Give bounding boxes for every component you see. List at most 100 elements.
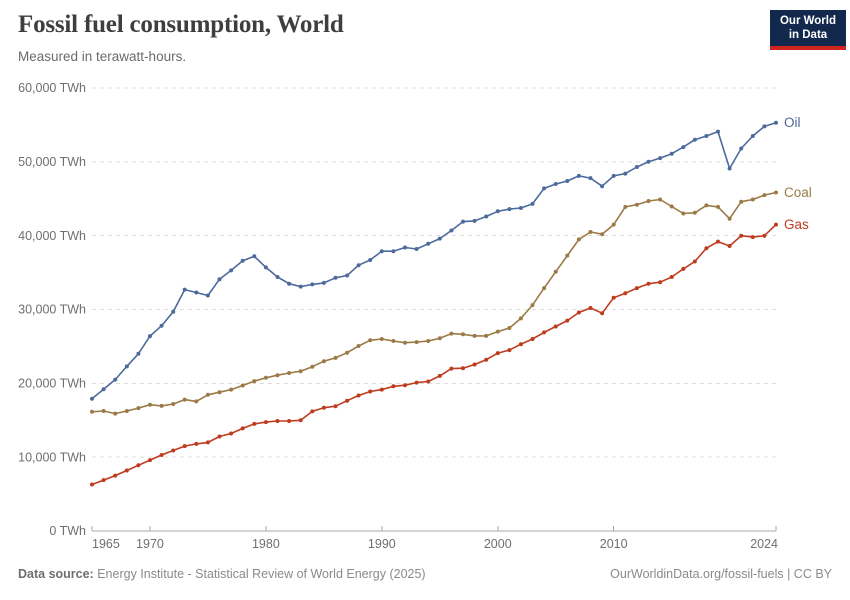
- oil-data-point[interactable]: [716, 129, 720, 134]
- coal-data-point[interactable]: [240, 383, 245, 388]
- oil-data-point[interactable]: [124, 364, 129, 369]
- coal-data-point[interactable]: [542, 286, 547, 291]
- coal-data-point[interactable]: [461, 332, 465, 337]
- coal-data-point[interactable]: [101, 409, 106, 413]
- oil-data-point[interactable]: [298, 284, 303, 289]
- coal-data-point[interactable]: [345, 350, 350, 355]
- coal-data-point[interactable]: [171, 402, 176, 406]
- coal-data-point[interactable]: [287, 371, 292, 375]
- gas-data-point[interactable]: [229, 431, 234, 436]
- gas-data-point[interactable]: [321, 405, 326, 410]
- gas-data-point[interactable]: [704, 246, 709, 251]
- coal-data-point[interactable]: [495, 329, 500, 334]
- coal-data-point[interactable]: [518, 316, 523, 321]
- gas-data-point[interactable]: [623, 291, 628, 296]
- coal-data-point[interactable]: [437, 336, 442, 341]
- coal-data-point[interactable]: [565, 253, 570, 258]
- oil-data-point[interactable]: [113, 377, 118, 382]
- gas-data-point[interactable]: [530, 337, 535, 341]
- coal-data-point[interactable]: [774, 190, 778, 195]
- coal-data-point[interactable]: [704, 203, 709, 208]
- coal-data-point[interactable]: [727, 216, 732, 221]
- oil-data-point[interactable]: [345, 273, 350, 278]
- oil-data-point[interactable]: [553, 182, 558, 186]
- oil-data-point[interactable]: [472, 218, 477, 223]
- gas-line-series[interactable]: Gas: [90, 217, 809, 487]
- coal-data-point[interactable]: [356, 344, 361, 348]
- coal-data-point[interactable]: [229, 387, 234, 392]
- gas-data-point[interactable]: [194, 441, 199, 446]
- oil-data-point[interactable]: [739, 146, 744, 151]
- oil-data-point[interactable]: [681, 145, 686, 150]
- oil-data-point[interactable]: [356, 263, 361, 268]
- oil-data-point[interactable]: [542, 186, 547, 191]
- coal-data-point[interactable]: [136, 406, 141, 411]
- oil-data-point[interactable]: [507, 207, 512, 212]
- coal-data-point[interactable]: [113, 411, 118, 416]
- gas-data-point[interactable]: [507, 348, 512, 353]
- gas-data-point[interactable]: [159, 453, 164, 457]
- gas-data-point[interactable]: [287, 419, 292, 423]
- gas-data-point[interactable]: [553, 324, 558, 329]
- coal-data-point[interactable]: [600, 232, 605, 237]
- gas-data-point[interactable]: [356, 393, 361, 398]
- coal-data-point[interactable]: [611, 222, 616, 227]
- coal-data-point[interactable]: [205, 392, 210, 397]
- oil-data-point[interactable]: [287, 281, 292, 286]
- oil-data-point[interactable]: [611, 173, 616, 178]
- oil-data-point[interactable]: [205, 293, 210, 298]
- gas-data-point[interactable]: [310, 409, 315, 414]
- gas-data-point[interactable]: [113, 473, 118, 478]
- oil-data-point[interactable]: [484, 214, 489, 219]
- coal-data-point[interactable]: [368, 338, 373, 343]
- coal-data-point[interactable]: [553, 269, 558, 274]
- oil-data-point[interactable]: [658, 156, 663, 161]
- oil-data-point[interactable]: [263, 265, 268, 270]
- coal-data-point[interactable]: [426, 339, 431, 343]
- coal-data-point[interactable]: [449, 331, 454, 336]
- oil-line-series[interactable]: Oil: [90, 115, 801, 401]
- gas-data-point[interactable]: [403, 383, 407, 388]
- gas-data-point[interactable]: [634, 286, 639, 291]
- gas-data-point[interactable]: [542, 330, 547, 335]
- gas-data-point[interactable]: [345, 398, 350, 403]
- gas-data-point[interactable]: [275, 419, 280, 423]
- gas-data-point[interactable]: [298, 418, 303, 423]
- gas-data-point[interactable]: [774, 222, 778, 227]
- oil-data-point[interactable]: [495, 209, 500, 214]
- oil-data-point[interactable]: [634, 165, 639, 169]
- oil-line[interactable]: [91, 121, 777, 400]
- coal-data-point[interactable]: [159, 403, 164, 408]
- gas-data-point[interactable]: [379, 387, 384, 392]
- gas-data-point[interactable]: [762, 233, 767, 238]
- gas-data-point[interactable]: [495, 351, 500, 356]
- gas-data-point[interactable]: [205, 440, 210, 445]
- gas-data-point[interactable]: [716, 239, 720, 244]
- coal-data-point[interactable]: [182, 397, 187, 402]
- oil-data-point[interactable]: [182, 287, 187, 292]
- oil-data-point[interactable]: [171, 309, 176, 314]
- gas-data-point[interactable]: [449, 366, 454, 371]
- gas-data-point[interactable]: [240, 426, 245, 431]
- coal-data-point[interactable]: [646, 199, 651, 203]
- gas-data-point[interactable]: [669, 275, 674, 279]
- oil-data-point[interactable]: [449, 228, 454, 233]
- oil-data-point[interactable]: [704, 134, 709, 138]
- oil-data-point[interactable]: [321, 280, 326, 285]
- oil-data-point[interactable]: [310, 282, 315, 287]
- gas-data-point[interactable]: [368, 389, 373, 394]
- owid-logo[interactable]: Our World in Data: [770, 10, 846, 50]
- oil-data-point[interactable]: [194, 290, 199, 295]
- coal-data-point[interactable]: [750, 197, 755, 202]
- oil-data-point[interactable]: [437, 236, 442, 241]
- oil-data-point[interactable]: [669, 151, 674, 156]
- oil-data-point[interactable]: [403, 245, 407, 250]
- coal-data-point[interactable]: [298, 369, 303, 374]
- coal-data-point[interactable]: [263, 375, 268, 380]
- coal-data-point[interactable]: [681, 211, 686, 216]
- coal-data-point[interactable]: [576, 237, 581, 242]
- oil-data-point[interactable]: [762, 124, 767, 129]
- oil-data-point[interactable]: [646, 159, 651, 164]
- coal-data-point[interactable]: [716, 204, 720, 209]
